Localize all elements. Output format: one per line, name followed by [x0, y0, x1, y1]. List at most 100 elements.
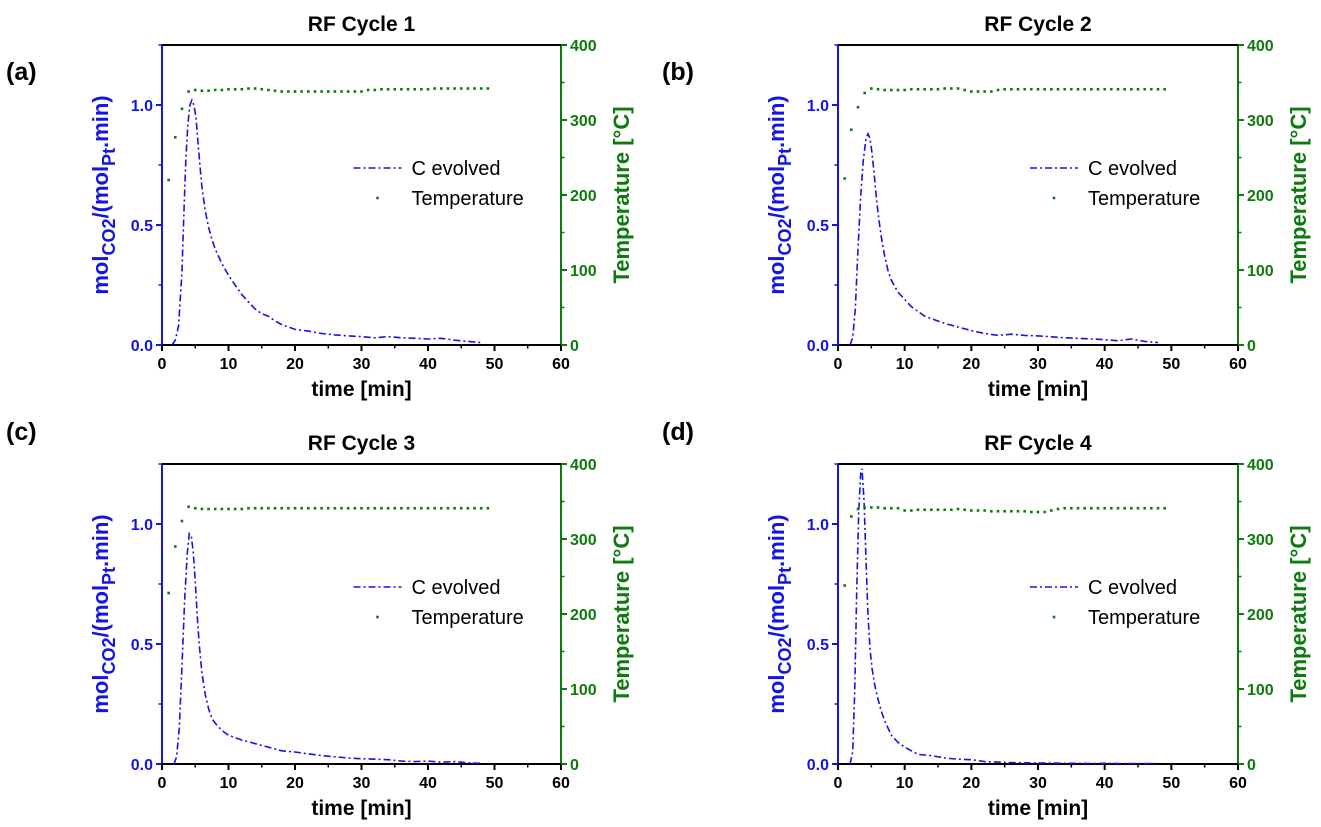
- temperature-point: [943, 508, 946, 512]
- temperature-point: [440, 87, 443, 90]
- temperature-point: [936, 508, 940, 512]
- chart-title: RF Cycle 1: [308, 13, 416, 36]
- right-y-tick-label: 400: [1247, 457, 1274, 474]
- x-tick-label: 50: [1162, 356, 1180, 373]
- temperature-point: [180, 107, 184, 111]
- temperature-point: [1083, 506, 1086, 510]
- legend-label-temperature: Temperature: [412, 607, 524, 629]
- temperature-point: [240, 87, 244, 91]
- left-y-label-sub2: Pt: [775, 567, 795, 585]
- temperature-point: [453, 506, 456, 510]
- temperature-point: [280, 506, 283, 510]
- right-y-tick-label: 400: [570, 38, 597, 55]
- temperature-point: [380, 87, 383, 91]
- left-y-tick-label: 1.0: [807, 98, 829, 115]
- panel-label: (d): [662, 418, 694, 446]
- x-tick-label: 20: [962, 356, 980, 373]
- temperature-point: [486, 87, 490, 90]
- temperature-point: [1036, 510, 1040, 514]
- temperature-point: [413, 506, 416, 510]
- right-y-tick-label: 100: [570, 682, 597, 699]
- left-y-label-sub1: CO2: [99, 218, 119, 255]
- left-y-label-base: mol: [88, 675, 113, 714]
- temperature-point: [1083, 87, 1086, 91]
- temperature-point: [167, 178, 170, 182]
- temperature-point: [1023, 509, 1026, 513]
- legend-swatch-temperature: [376, 615, 379, 619]
- temperature-point: [233, 87, 237, 91]
- x-tick-label: 30: [353, 775, 371, 792]
- legend-swatch-temperature: [376, 196, 379, 200]
- left-y-label-sub1: CO2: [99, 637, 119, 674]
- temperature-point: [353, 506, 357, 510]
- temperature-point: [883, 88, 886, 92]
- x-axis-label: time [min]: [311, 797, 411, 820]
- temperature-point: [963, 508, 966, 512]
- temperature-point: [333, 506, 337, 510]
- x-tick-label: 10: [896, 775, 914, 792]
- legend-label-temperature: Temperature: [412, 188, 524, 210]
- x-tick-label: 40: [1096, 775, 1114, 792]
- temperature-point: [200, 89, 204, 93]
- left-y-tick-label: 0.5: [807, 637, 829, 654]
- temperature-point: [970, 509, 973, 512]
- left-y-label-tail: .min): [764, 95, 789, 148]
- temperature-point: [890, 506, 893, 510]
- temperature-point: [340, 90, 343, 93]
- temperature-point: [1043, 510, 1046, 514]
- temperature-point: [267, 506, 270, 510]
- right-y-tick-label: 400: [1247, 38, 1274, 55]
- chart-title: RF Cycle 2: [984, 13, 1091, 36]
- temperature-point: [366, 88, 370, 92]
- right-y-tick-label: 200: [1247, 607, 1274, 624]
- chart-panel-4: (d) RF Cycle 4 0 10 20 30 40 50 60 time [min] 0.0 0…: [662, 418, 1311, 820]
- temperature-point: [307, 506, 310, 510]
- temperature-point: [353, 90, 357, 93]
- temperature-point: [326, 506, 330, 510]
- temperature-point: [373, 88, 377, 92]
- temperature-point: [187, 505, 190, 509]
- x-tick-label: 40: [1096, 356, 1114, 373]
- right-y-tick-label: 100: [1247, 682, 1274, 699]
- temperature-point: [313, 506, 317, 510]
- temperature-point: [856, 105, 860, 109]
- left-y-tick-label: 0.0: [807, 757, 829, 774]
- legend-label-c-evolved: C evolved: [412, 158, 501, 180]
- temperature-point: [1123, 87, 1126, 91]
- temperature-point: [930, 87, 933, 91]
- temperature-point: [400, 87, 403, 91]
- temperature-point: [326, 90, 330, 93]
- legend-label-c-evolved: C evolved: [1088, 577, 1177, 599]
- x-axis-label: time [min]: [988, 797, 1088, 820]
- temperature-point: [213, 88, 217, 92]
- left-y-tick-label: 1.0: [807, 517, 829, 534]
- temperature-point: [1003, 87, 1006, 91]
- temperature-point: [360, 506, 363, 510]
- x-tick-label: 0: [158, 775, 167, 792]
- x-tick-label: 0: [158, 356, 167, 373]
- temperature-point: [1070, 506, 1073, 510]
- left-y-label-base: mol: [764, 675, 789, 714]
- temperature-point: [1103, 506, 1106, 510]
- temperature-point: [1156, 506, 1160, 510]
- temperature-point: [1110, 87, 1113, 91]
- series-line-c-evolved: [849, 468, 1158, 765]
- x-tick-label: 30: [353, 356, 371, 373]
- temperature-point: [1156, 87, 1160, 91]
- left-y-tick-label: 0.5: [131, 637, 153, 654]
- temperature-point: [976, 509, 980, 512]
- right-y-tick-label: 400: [570, 457, 597, 474]
- temperature-point: [1043, 87, 1046, 91]
- panel-label: (b): [662, 58, 694, 86]
- legend-swatch-temperature: [1052, 615, 1056, 619]
- x-tick-label: 20: [962, 775, 980, 792]
- left-y-axis-label: molCO2/(molPt.min): [88, 95, 119, 294]
- left-y-label-tail: .min): [764, 514, 789, 567]
- x-tick-label: 10: [896, 356, 914, 373]
- temperature-point: [393, 87, 397, 91]
- temperature-point: [260, 506, 264, 510]
- temperature-point: [459, 506, 463, 510]
- left-y-label-sub2: Pt: [99, 148, 119, 166]
- temperature-point: [1116, 506, 1120, 510]
- temperature-point: [1063, 506, 1066, 510]
